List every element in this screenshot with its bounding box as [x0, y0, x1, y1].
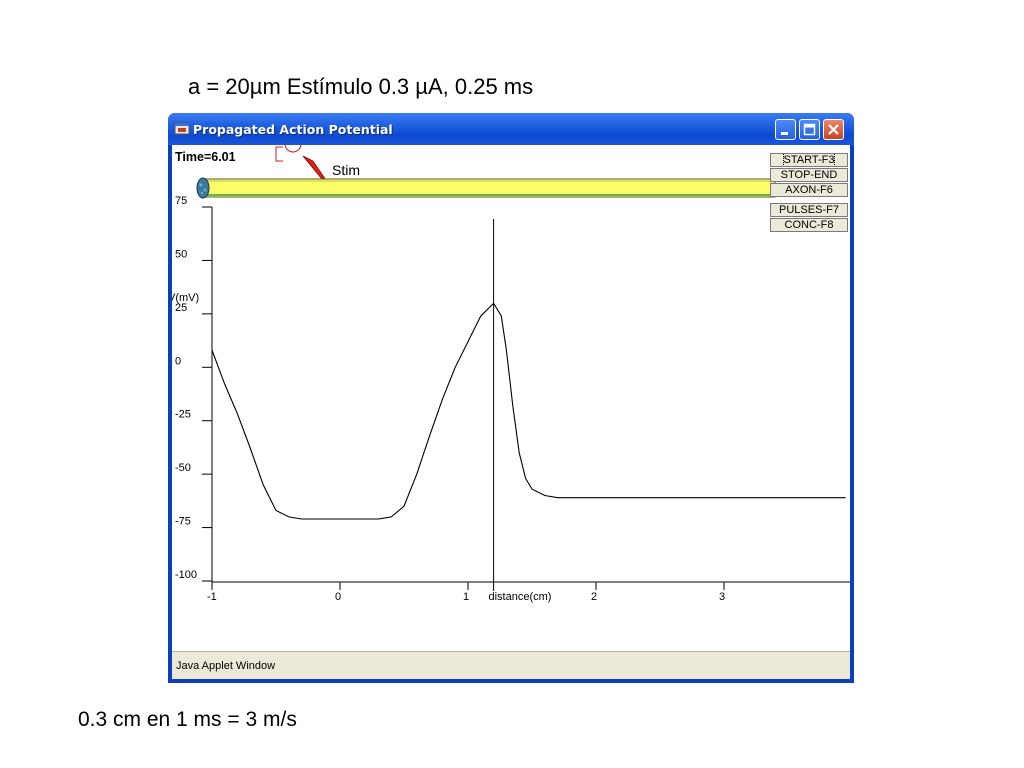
- y-axis-label: V(mV): [172, 292, 199, 304]
- stim-label: Stim: [332, 162, 360, 178]
- slide-title: a = 20µm Estímulo 0.3 µA, 0.25 ms: [188, 74, 534, 99]
- window-title: Propagated Action Potential: [193, 122, 393, 137]
- y-tick-label: 75: [175, 195, 187, 207]
- axon-button[interactable]: AXON-F6: [770, 183, 848, 197]
- minimize-button[interactable]: [775, 119, 796, 140]
- minimize-icon: [781, 132, 788, 135]
- conc-button[interactable]: CONC-F8: [770, 218, 848, 232]
- voltage-trace: [211, 302, 846, 520]
- x-tick-label: 2: [591, 591, 597, 603]
- maximize-button[interactable]: [799, 119, 820, 140]
- slide-note: 0.3 cm en 1 ms = 3 m/s: [78, 708, 297, 731]
- applet-window: Propagated Action Potential: [168, 113, 854, 683]
- pulses-button[interactable]: PULSES-F7: [770, 203, 848, 217]
- close-button[interactable]: [823, 119, 844, 140]
- status-bar: Java Applet Window: [172, 651, 850, 679]
- action-potential-plot: 75 50 25 0 -25 -50 -75 -100 V(mV) -1 0 1 2 3 distance(…: [172, 145, 850, 603]
- x-axis-label: distance(cm): [488, 591, 551, 603]
- y-tick-label: -25: [175, 409, 191, 421]
- title-bar[interactable]: Propagated Action Potential: [168, 113, 854, 145]
- x-tick-label: 0: [335, 591, 341, 603]
- start-button[interactable]: START-F3: [770, 153, 848, 167]
- close-icon: [828, 124, 839, 135]
- x-tick-label: 3: [719, 591, 725, 603]
- x-tick-label: 1: [463, 591, 469, 603]
- x-tick-label: -1: [207, 591, 217, 603]
- y-tick-label: -50: [175, 462, 191, 474]
- y-tick-label: 25: [175, 302, 187, 314]
- stop-button[interactable]: STOP-END: [770, 168, 848, 182]
- applet-canvas: 75 50 25 0 -25 -50 -75 -100 V(mV) -1 0 1 2 3 distance(…: [172, 145, 850, 679]
- start-button-label: START-F3: [782, 154, 836, 166]
- time-readout: Time=6.01: [175, 150, 236, 164]
- y-tick-label: 0: [175, 355, 181, 367]
- y-tick-label: 50: [175, 248, 187, 260]
- y-tick-label: -100: [175, 569, 197, 581]
- status-text: Java Applet Window: [176, 660, 276, 672]
- applet-icon[interactable]: [174, 121, 190, 137]
- y-tick-label: -75: [175, 516, 191, 528]
- maximize-icon: [803, 123, 816, 136]
- axon[interactable]: [196, 177, 776, 199]
